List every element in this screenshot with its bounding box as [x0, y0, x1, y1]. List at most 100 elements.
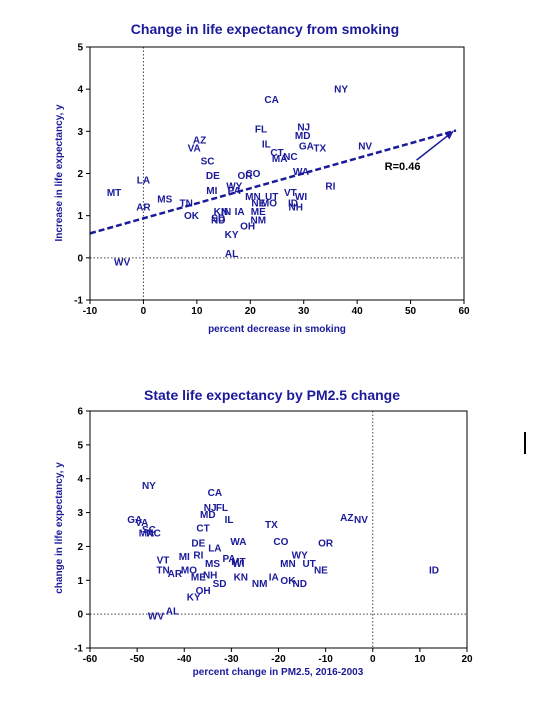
data-point-label: WV [148, 611, 164, 622]
data-point-label: AZ [340, 513, 353, 524]
data-point-label: NV [354, 515, 368, 526]
x-tick-label: -30 [224, 654, 239, 665]
x-tick-label: 60 [458, 306, 470, 317]
y-tick-label: 6 [77, 407, 83, 418]
data-point-label: AL [166, 606, 179, 617]
data-point-label: FL [216, 503, 228, 514]
data-point-label: FL [255, 125, 267, 136]
data-point-label: KY [225, 230, 239, 241]
data-point-label: ID [429, 566, 439, 577]
x-tick-label: 20 [245, 306, 257, 317]
data-point-label: NY [142, 481, 156, 492]
data-point-label: VT [157, 555, 170, 566]
x-tick-label: -10 [318, 654, 333, 665]
x-tick-label: 10 [191, 306, 203, 317]
reference-lines [90, 47, 464, 300]
data-point-label: OR [237, 171, 253, 182]
data-point-label: OH [240, 222, 255, 233]
data-point-label: ME [251, 207, 266, 218]
data-point-label: NJ [204, 503, 217, 514]
data-point-label: CO [245, 169, 260, 180]
data-point-label: ND [292, 579, 306, 590]
data-point-label: IL [225, 515, 234, 526]
x-tick-label: 0 [370, 654, 376, 665]
data-point-label: NE [314, 566, 328, 577]
data-point-label: RI [325, 182, 335, 193]
data-point-label: SC [201, 156, 215, 167]
plot-frame [89, 46, 465, 301]
data-point-label: AZ [193, 135, 206, 146]
data-point-label: AL [225, 249, 238, 260]
data-point-label: CA [208, 488, 222, 499]
data-point-label: OK [280, 576, 296, 587]
data-point-label: KN [214, 207, 228, 218]
data-point-label: MA [139, 528, 155, 539]
data-point-label: UT [302, 559, 315, 570]
y-axis-label: change in life expectancy, y [54, 462, 65, 594]
data-point-label: GA [299, 142, 314, 153]
x-tick-label: 30 [298, 306, 310, 317]
data-point-label: DE [206, 171, 220, 182]
data-point-label: WY [292, 550, 308, 561]
data-point-label: MD [295, 131, 311, 142]
x-tick-label: 40 [352, 306, 364, 317]
data-point-label: IA [269, 572, 279, 583]
trendline [89, 129, 457, 235]
x-tick-label: 50 [405, 306, 417, 317]
data-point-label: KN [234, 572, 248, 583]
data-point-label: VA [188, 144, 201, 155]
x-tick-label: -60 [83, 654, 98, 665]
data-point-label: NC [283, 152, 297, 163]
data-point-label: NH [288, 203, 302, 214]
data-point-label: GA [127, 515, 142, 526]
text-cursor-mark [524, 432, 526, 454]
x-axis-label: percent change in PM2.5, 2016-2003 [193, 667, 364, 678]
data-point-label: NV [358, 142, 372, 153]
y-tick-label: 2 [77, 169, 83, 180]
data-point-label: WA [230, 537, 246, 548]
y-tick-label: 5 [77, 440, 83, 451]
y-tick-label: 0 [77, 610, 83, 621]
data-point-label: WA [293, 167, 309, 178]
y-tick-label: 1 [77, 576, 83, 587]
data-point-label: OH [196, 586, 211, 597]
data-point-label: TX [265, 520, 278, 531]
data-point-label: CT [196, 523, 209, 534]
x-tick-label: 20 [461, 654, 473, 665]
data-point-label: VA [135, 518, 148, 529]
data-point-label: TN [179, 199, 192, 210]
data-point-label: NM [252, 579, 268, 590]
data-point-label: MI [206, 186, 217, 197]
data-point-label: NC [146, 528, 160, 539]
data-point-label: WV [114, 258, 130, 269]
data-point-label: TX [313, 144, 326, 155]
data-point-label: WY [226, 182, 242, 193]
reference-lines [90, 411, 467, 648]
data-point-label: UT [265, 192, 278, 203]
y-tick-label: 5 [77, 43, 83, 54]
data-point-label: LA [208, 544, 221, 555]
data-point-label: LA [137, 175, 150, 186]
y-tick-label: 4 [77, 474, 83, 485]
data-point-label: MA [272, 154, 288, 165]
data-point-label: ME [191, 572, 206, 583]
data-point-label: TN [156, 566, 169, 577]
data-point-label: MS [205, 559, 220, 570]
y-tick-label: 1 [77, 211, 83, 222]
data-point-label: MS [157, 194, 172, 205]
data-point-label: WI [295, 192, 307, 203]
data-point-label: NE [251, 199, 265, 210]
data-point-label: IL [262, 139, 271, 150]
data-point-label: SD [213, 579, 227, 590]
data-point-label: WI [232, 559, 244, 570]
x-tick-label: -50 [130, 654, 145, 665]
data-point-label: NY [334, 85, 348, 96]
data-point-label: MD [200, 510, 216, 521]
data-point-label: PA [228, 186, 241, 197]
data-point-label: ID [288, 199, 298, 210]
